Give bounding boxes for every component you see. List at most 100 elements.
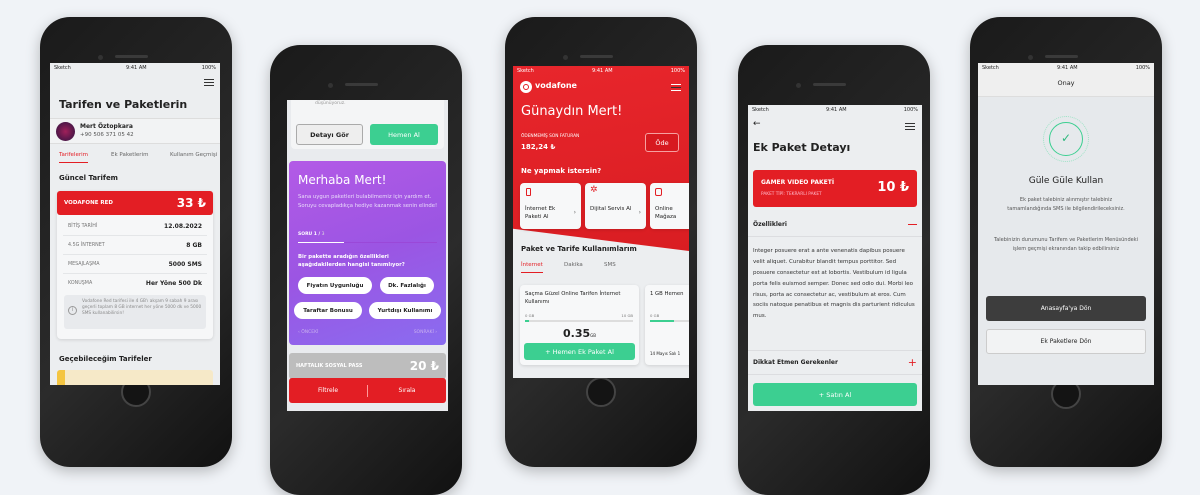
carrier: Sketch [752, 107, 769, 113]
usage-title: Paket ve Tarife Kullanımlarım [521, 245, 637, 253]
row-label: MESAJLAŞMA [68, 261, 100, 267]
tab-ek-paketlerim[interactable]: Ek Paketlerim [111, 152, 149, 158]
phone-2: düşünüyoruz. Detayı Gör Hemen Al Merhaba… [270, 45, 462, 495]
home-button[interactable] [586, 377, 616, 407]
action-store[interactable]: Online Mağaza [650, 183, 689, 229]
tab-internet[interactable]: İnternet [521, 262, 543, 273]
store-icon [655, 188, 662, 196]
section-title: Güncel Tarifem [59, 174, 118, 182]
greeting: Günaydın Mert! [521, 104, 623, 119]
pass-price: 20 ₺ [409, 359, 439, 373]
menu-icon[interactable] [204, 79, 214, 86]
option-minutes[interactable]: Dk. Fazlalığı [380, 277, 434, 294]
usage-date: 14 Mayıs Salı 1 [650, 351, 681, 356]
speaker [115, 55, 148, 58]
question-text: Bir pakette aradığın özellikleri aşağıda… [298, 254, 405, 269]
plan-price: 33 ₺ [176, 196, 206, 210]
battery: 100% [1135, 65, 1150, 71]
menu-icon[interactable] [905, 123, 915, 130]
detail-button[interactable]: Detayı Gör [296, 124, 363, 145]
action-label: Dijital Servis Al [590, 206, 632, 212]
sparkle-icon: ✲ [590, 185, 598, 195]
usage-value: 0.35GB [520, 327, 639, 340]
option-fan-bonus[interactable]: Taraftar Bonusu [294, 302, 362, 319]
question-progress-fill [298, 242, 344, 243]
user-name: Mert Öztopkara [80, 123, 133, 130]
success-ring [1043, 116, 1089, 162]
battery: 100% [670, 68, 685, 74]
collapse-icon[interactable] [908, 223, 917, 225]
tab-minutes[interactable]: Dakika [564, 262, 583, 268]
menu-icon[interactable] [671, 84, 681, 91]
filter-button[interactable]: Filtrele [317, 387, 339, 394]
question-total: 3 [321, 232, 325, 237]
camera [796, 83, 801, 88]
row-value: Her Yöne 500 Dk [145, 280, 202, 287]
pass-card: HAFTALIK SOSYAL PASS 20 ₺ [289, 353, 446, 379]
quiz-greeting: Merhaba Mert! [298, 173, 387, 187]
avatar [56, 122, 75, 141]
phone-icon [526, 188, 531, 196]
action-label: İnternet Ek Paketi Al [525, 206, 556, 221]
phone-5: Sketch 9:41 AM 100% Onay ✓ Güle Güle Kulla… [970, 17, 1162, 467]
usage-bar-fill [650, 320, 674, 322]
action-internet[interactable]: İnternet Ek Paketi Al › [520, 183, 581, 229]
tab-sms[interactable]: SMS [604, 262, 616, 268]
expand-icon[interactable]: + [907, 356, 917, 369]
package-type: PAKET TİPİ: TEKRARLI PAKET [761, 192, 822, 197]
chevron-right-icon: › [573, 209, 576, 216]
usage-min: 0 GB [525, 313, 535, 318]
next-button[interactable]: SONRAKİ › [413, 330, 437, 335]
buy-button[interactable]: + Satın Al [753, 383, 917, 406]
back-arrow-icon[interactable]: ← [753, 119, 761, 129]
status-bar: Sketch 9:41 AM 100% [513, 66, 689, 76]
homepage-button[interactable]: Anasayfa'ya Dön [986, 296, 1146, 321]
quiz-intro: Sana uygun paketleri bulabilmemiz için y… [298, 194, 438, 209]
speaker [813, 83, 846, 86]
usage-unit: GB [590, 333, 596, 338]
row-label: KONUŞMA [68, 281, 93, 286]
camera [98, 55, 103, 60]
row-value: 8 GB [186, 241, 202, 249]
row-label: BİTİŞ TARİHİ [68, 223, 98, 229]
header-bar [978, 63, 1154, 97]
header-title: Onay [1057, 79, 1075, 87]
usage-max: 10 GB [621, 313, 633, 318]
vodafone-logo-icon [520, 81, 532, 93]
section-title-2: Geçebileceğim Tarifeler [59, 355, 152, 363]
tab-tarifelerim[interactable]: Tarifelerim [59, 152, 88, 163]
battery: 100% [903, 107, 918, 113]
usage-amount: 0.35 [563, 327, 591, 340]
prev-button[interactable]: ‹ ÖNCEKİ [298, 330, 319, 335]
option-price[interactable]: Fiyatın Uygunluğu [298, 277, 372, 294]
back-to-packages-button[interactable]: Ek Paketlere Dön [986, 329, 1146, 354]
buy-now-button[interactable]: Hemen Al [370, 124, 438, 145]
info-row: MESAJLAŞMA 5000 SMS [63, 255, 207, 274]
features-header[interactable]: Özellikleri [748, 212, 922, 237]
sort-button[interactable]: Sırala [398, 387, 416, 394]
tab-kullanim-gecmisi[interactable]: Kullanım Geçmişi [170, 152, 218, 158]
card-text: düşünüyoruz. [315, 101, 346, 106]
speaker [1045, 55, 1078, 58]
pay-button[interactable]: Öde [645, 133, 679, 152]
info-text: Vodafone Red tarifesi ile 4 GB'ı akşam 9… [82, 299, 202, 316]
chevron-right-icon: › [638, 209, 641, 216]
phone-4: Sketch 9:41 AM 100% ← Ek Paket Detayı GAME… [738, 45, 930, 495]
action-digital[interactable]: ✲ Dijital Servis Al › [585, 183, 646, 229]
notes-header[interactable]: Dikkat Etmen Gerekenler + [748, 350, 922, 375]
tariffs-screen: Sketch 9:41 AM 100% Tarifen ve Paketlerin … [50, 63, 220, 385]
filter-sort-bar: Filtrele Sırala [289, 378, 446, 403]
usage-card-title: Saçma Güzel Online Tarifen İnternet Kull… [525, 291, 621, 305]
usage-card: Saçma Güzel Online Tarifen İnternet Kull… [520, 285, 639, 365]
carrier: Sketch [982, 65, 999, 71]
question-label: SORU 1 / [298, 232, 321, 237]
packages-screen: düşünüyoruz. Detayı Gör Hemen Al Merhaba… [287, 100, 448, 411]
features-body: Integer posuere erat a ante venenatis da… [753, 248, 915, 320]
confirmation-screen: Sketch 9:41 AM 100% Onay ✓ Güle Güle Kulla… [978, 63, 1154, 385]
option-abroad[interactable]: Yurtdışı Kullanımı [369, 302, 441, 319]
buy-extra-package-button[interactable]: + Hemen Ek Paket Al [524, 343, 635, 360]
bill-amount: 182,24 ₺ [521, 143, 556, 151]
status-bar: Sketch 9:41 AM 100% [50, 63, 220, 73]
usage-bar [525, 320, 633, 322]
info-icon: i [68, 306, 77, 315]
